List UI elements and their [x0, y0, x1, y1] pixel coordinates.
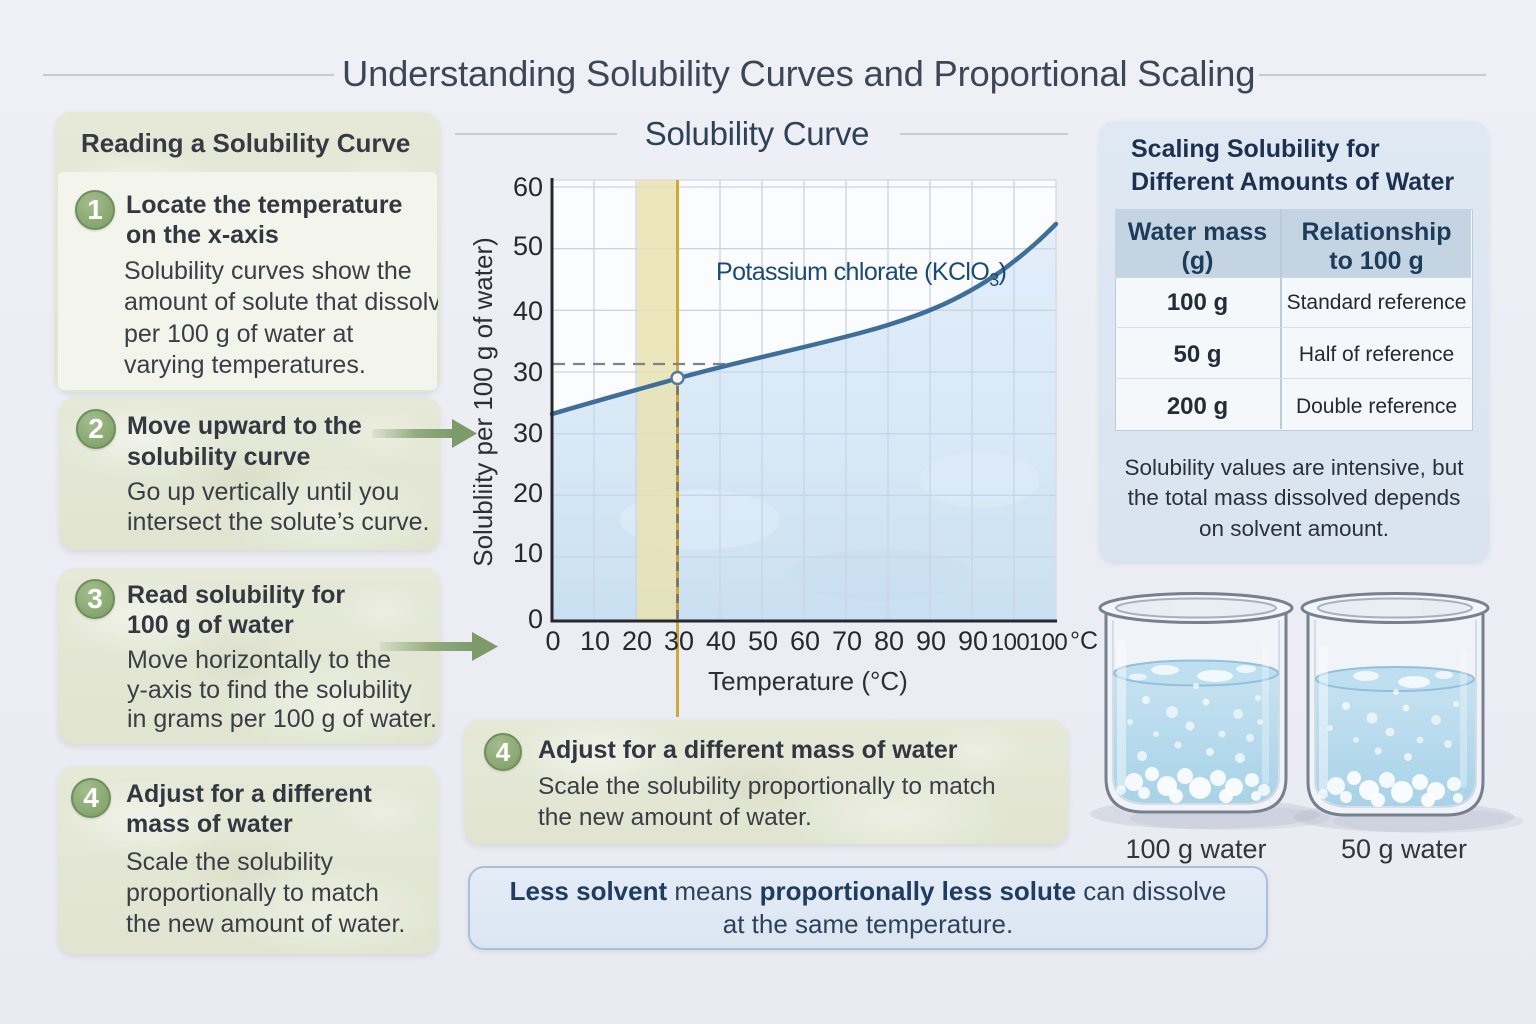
- svg-text:Temperature (°C): Temperature (°C): [708, 666, 908, 696]
- svg-text:40: 40: [513, 296, 543, 326]
- svg-text:100: 100: [1029, 629, 1068, 656]
- svg-text:30: 30: [513, 357, 543, 387]
- svg-text:100: 100: [991, 629, 1030, 656]
- svg-text:10: 10: [513, 538, 543, 568]
- svg-text:30: 30: [664, 626, 694, 656]
- svg-text:90: 90: [958, 626, 988, 656]
- svg-text:10: 10: [580, 626, 610, 656]
- svg-text:20: 20: [622, 626, 652, 656]
- svg-text:Solubility Curve: Solubility Curve: [645, 115, 869, 152]
- svg-text:0: 0: [545, 626, 560, 656]
- svg-text:90: 90: [916, 626, 946, 656]
- svg-text:Solubliity per 100 g of water): Solubliity per 100 g of water): [468, 237, 498, 567]
- svg-text:0: 0: [528, 604, 543, 634]
- svg-text:50: 50: [513, 231, 543, 261]
- svg-text:80: 80: [874, 626, 904, 656]
- svg-text:50: 50: [748, 626, 778, 656]
- svg-text:20: 20: [513, 478, 543, 508]
- svg-text:60: 60: [513, 172, 543, 202]
- svg-text:60: 60: [790, 626, 820, 656]
- svg-text:30: 30: [513, 418, 543, 448]
- svg-text:70: 70: [832, 626, 862, 656]
- svg-text:40: 40: [706, 626, 736, 656]
- svg-text:Potassium chlorate (KClO3): Potassium chlorate (KClO3): [716, 258, 1006, 290]
- svg-text:°C: °C: [1070, 627, 1098, 655]
